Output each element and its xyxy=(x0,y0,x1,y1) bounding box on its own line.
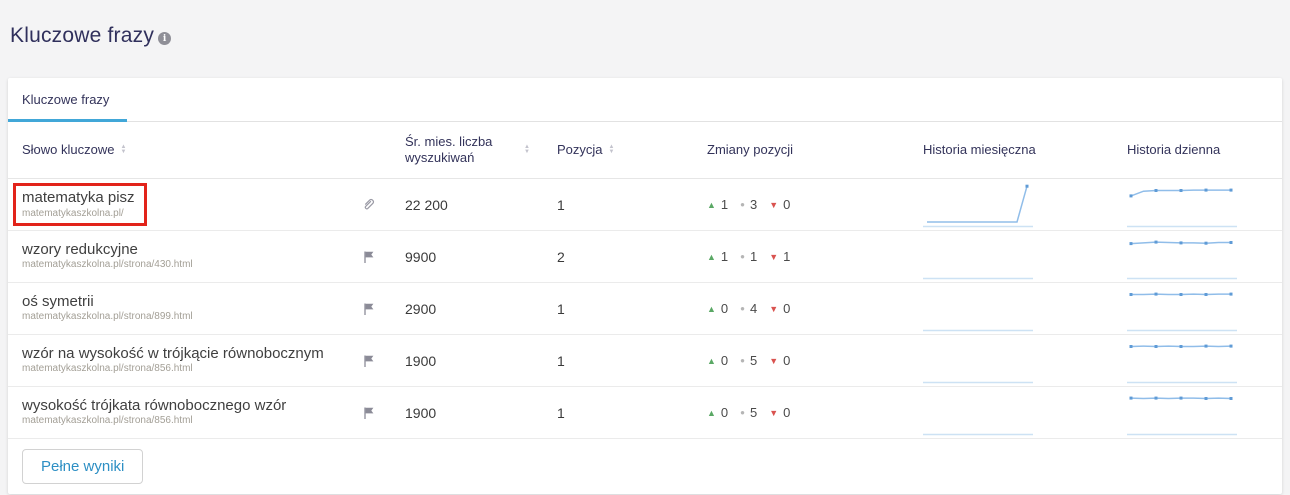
search-volume: 1900 xyxy=(405,352,437,369)
position-value: 1 xyxy=(557,404,565,421)
search-volume: 22 200 xyxy=(405,196,448,213)
column-header-position[interactable]: Pozycja ▲ ▼ xyxy=(557,141,615,157)
column-header-changes: Zmiany pozycji xyxy=(707,141,793,157)
table-row: wzory redukcyjne matematykaszkolna.pl/st… xyxy=(8,231,1282,283)
page-title: Kluczowe frazy xyxy=(10,24,155,47)
arrow-down-icon: ▼ xyxy=(769,251,779,262)
arrow-up-icon: ▲ xyxy=(707,251,716,262)
daily-history-sparkline xyxy=(1127,182,1237,228)
keyword-link[interactable]: wysokość trójkata równobocznego wzór xyxy=(22,396,287,414)
search-volume: 9900 xyxy=(405,248,437,265)
column-header-monthly-history: Historia miesięczna xyxy=(923,141,1036,157)
position-value: 2 xyxy=(557,248,565,265)
position-value: 1 xyxy=(557,196,565,213)
keyword-url: matematykaszkolna.pl/strona/856.html xyxy=(22,415,193,427)
position-value: 1 xyxy=(557,300,565,317)
flag-icon[interactable] xyxy=(361,353,377,369)
sort-icon: ▲ ▼ xyxy=(608,144,615,155)
monthly-history-sparkline xyxy=(923,286,1033,332)
column-header-volume[interactable]: Śr. mies. liczba wyszukiwań ▲ ▼ xyxy=(405,133,530,165)
keyword-link[interactable]: wzory redukcyjne xyxy=(22,240,138,258)
column-header-keyword[interactable]: Słowo kluczowe ▲ ▼ xyxy=(22,141,127,157)
keyword-url: matematykaszkolna.pl/strona/430.html xyxy=(22,259,193,271)
search-volume: 2900 xyxy=(405,300,437,317)
sort-icon: ▲ ▼ xyxy=(524,144,530,155)
arrow-down-icon: ▼ xyxy=(769,407,779,418)
flag-icon[interactable] xyxy=(361,249,377,265)
keyword-url: matematykaszkolna.pl/ xyxy=(22,207,124,219)
arrow-up-icon: ▲ xyxy=(707,355,716,366)
position-value: 1 xyxy=(557,352,565,369)
keyword-link[interactable]: oś symetrii xyxy=(22,292,94,310)
dot-icon: ● xyxy=(740,200,745,209)
tab-kluczowe-frazy[interactable]: Kluczowe frazy xyxy=(8,78,128,122)
flag-icon[interactable] xyxy=(361,405,377,421)
page-header: Kluczowe frazy i xyxy=(0,0,1290,48)
search-volume: 1900 xyxy=(405,404,437,421)
keyword-url: matematykaszkolna.pl/strona/899.html xyxy=(22,311,193,323)
dot-icon: ● xyxy=(740,408,745,417)
keyword-link[interactable]: matematyka pisz xyxy=(22,189,135,207)
table-footer: Pełne wyniki xyxy=(8,439,1282,494)
position-changes: ▲ 0 ● 5 ▼ 0 xyxy=(707,405,791,420)
arrow-down-icon: ▼ xyxy=(769,199,779,210)
keyword-link[interactable]: wzór na wysokość w trójkącie równoboczny… xyxy=(22,344,324,362)
keywords-card: Kluczowe frazy Słowo kluczowe ▲ ▼ Śr. mie… xyxy=(8,78,1282,494)
position-changes: ▲ 1 ● 3 ▼ 0 xyxy=(707,197,791,212)
table-row: matematyka pisz matematykaszkolna.pl/ 22… xyxy=(8,179,1282,231)
table-row: oś symetrii matematykaszkolna.pl/strona/… xyxy=(8,283,1282,335)
full-results-button[interactable]: Pełne wyniki xyxy=(22,449,144,484)
monthly-history-sparkline xyxy=(923,390,1033,436)
arrow-down-icon: ▼ xyxy=(769,303,779,314)
table-row: wzór na wysokość w trójkącie równoboczny… xyxy=(8,335,1282,387)
sort-icon: ▲ ▼ xyxy=(120,144,127,155)
info-icon[interactable]: i xyxy=(158,32,172,45)
highlight-box: matematyka pisz matematykaszkolna.pl/ xyxy=(13,183,147,226)
monthly-history-sparkline xyxy=(923,234,1033,280)
dot-icon: ● xyxy=(740,252,745,261)
daily-history-sparkline xyxy=(1127,286,1237,332)
column-header-daily-history: Historia dzienna xyxy=(1127,141,1221,157)
table-header-row: Słowo kluczowe ▲ ▼ Śr. mies. liczba wyszu… xyxy=(8,122,1282,179)
dot-icon: ● xyxy=(740,304,745,313)
daily-history-sparkline xyxy=(1127,234,1237,280)
position-changes: ▲ 0 ● 4 ▼ 0 xyxy=(707,301,791,316)
arrow-up-icon: ▲ xyxy=(707,303,716,314)
monthly-history-sparkline xyxy=(923,338,1033,384)
keyword-url: matematykaszkolna.pl/strona/856.html xyxy=(22,363,193,375)
arrow-down-icon: ▼ xyxy=(769,355,779,366)
arrow-up-icon: ▲ xyxy=(707,199,716,210)
link-icon[interactable] xyxy=(361,197,377,213)
arrow-up-icon: ▲ xyxy=(707,407,716,418)
daily-history-sparkline xyxy=(1127,338,1237,384)
position-changes: ▲ 1 ● 1 ▼ 1 xyxy=(707,249,791,264)
dot-icon: ● xyxy=(740,356,745,365)
flag-icon[interactable] xyxy=(361,301,377,317)
position-changes: ▲ 0 ● 5 ▼ 0 xyxy=(707,353,791,368)
daily-history-sparkline xyxy=(1127,390,1237,436)
table-row: wysokość trójkata równobocznego wzór mat… xyxy=(8,387,1282,439)
tab-bar: Kluczowe frazy xyxy=(8,78,1282,122)
monthly-history-sparkline xyxy=(923,182,1033,228)
